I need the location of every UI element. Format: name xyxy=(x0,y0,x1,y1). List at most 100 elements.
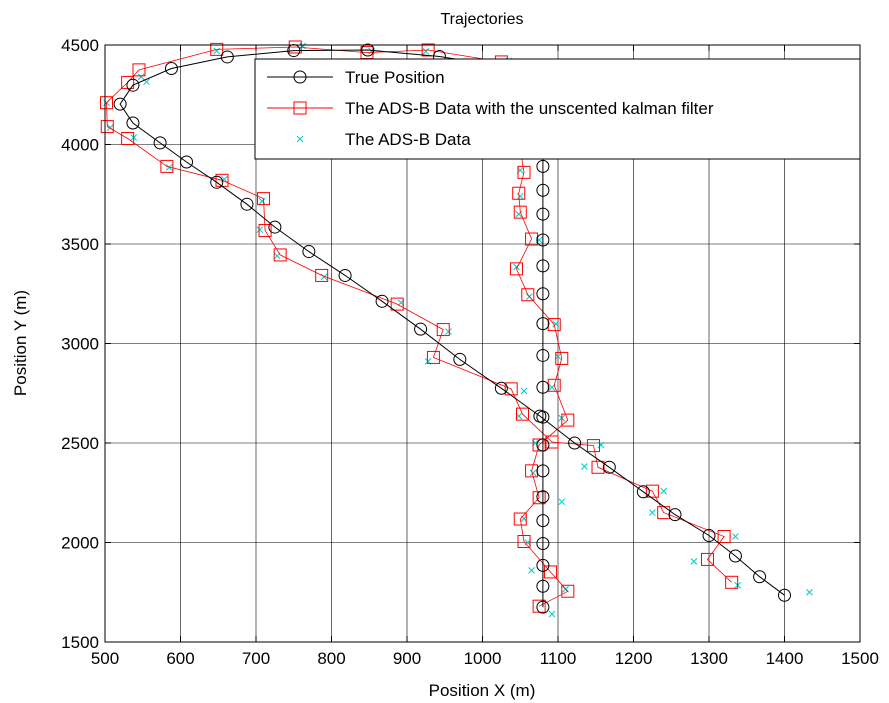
x-stroke xyxy=(548,610,556,618)
data-point xyxy=(509,262,523,276)
x-axis-label: Position X (m) xyxy=(429,681,536,700)
data-point xyxy=(525,232,539,246)
data-point xyxy=(536,317,550,331)
data-point xyxy=(717,530,731,544)
data-point xyxy=(536,579,550,593)
x-stroke xyxy=(558,498,566,506)
y-tick-label: 2500 xyxy=(61,434,99,453)
x-stroke xyxy=(296,135,304,143)
data-point xyxy=(521,288,535,302)
data-point xyxy=(268,220,282,234)
data-point xyxy=(660,487,668,495)
data-point xyxy=(536,207,550,221)
data-point xyxy=(422,48,430,55)
data-point xyxy=(536,410,550,424)
data-point xyxy=(536,464,550,478)
x-tick-label: 1400 xyxy=(766,649,804,668)
data-point xyxy=(516,407,530,421)
data-point xyxy=(210,42,224,56)
x-stroke xyxy=(690,558,698,565)
data-point xyxy=(536,380,550,394)
x-tick-label: 600 xyxy=(166,649,194,668)
data-point xyxy=(426,350,440,364)
x-stroke xyxy=(106,124,114,131)
data-point xyxy=(536,536,550,550)
legend-entry: The ADS-B Data xyxy=(296,130,471,149)
data-point xyxy=(536,159,550,173)
data-point xyxy=(320,273,328,281)
legend: True Position The ADS-B Data with the uns… xyxy=(254,58,861,160)
data-point xyxy=(536,348,550,362)
data-point xyxy=(700,552,714,566)
data-point xyxy=(513,512,527,526)
x-tick-label: 1500 xyxy=(841,649,879,668)
y-tick-label: 1500 xyxy=(61,633,99,652)
data-point xyxy=(361,43,375,57)
x-tick-label: 900 xyxy=(393,649,421,668)
data-point xyxy=(547,318,561,332)
data-point xyxy=(552,320,560,328)
data-point xyxy=(732,533,739,540)
data-point xyxy=(536,287,550,301)
data-point xyxy=(258,223,272,237)
legend-label: The ADS-B Data with the unscented kalman… xyxy=(345,99,714,118)
x-stroke xyxy=(649,509,656,517)
data-point xyxy=(536,558,550,572)
x-stroke xyxy=(806,588,813,596)
data-point xyxy=(517,535,531,549)
data-point xyxy=(602,460,616,474)
data-point xyxy=(536,600,550,614)
x-stroke xyxy=(445,328,452,335)
x-stroke xyxy=(320,273,328,281)
series-line xyxy=(106,46,732,607)
data-point xyxy=(753,570,767,584)
data-point xyxy=(121,132,135,146)
data-point xyxy=(702,529,716,543)
data-point xyxy=(728,549,742,563)
data-point xyxy=(778,588,791,602)
series-1 xyxy=(100,40,739,613)
series-0 xyxy=(113,43,791,614)
legend-box xyxy=(254,58,861,160)
x-stroke xyxy=(424,358,432,365)
data-point xyxy=(536,233,550,247)
data-point xyxy=(421,43,435,57)
x-stroke xyxy=(581,463,588,470)
legend-label: True Position xyxy=(345,68,445,87)
x-tick-label: 700 xyxy=(242,649,270,668)
legend-entry: The ADS-B Data with the unscented kalman… xyxy=(267,99,714,118)
data-point xyxy=(338,268,352,282)
data-point xyxy=(153,136,167,150)
data-point xyxy=(543,565,557,579)
x-stroke xyxy=(256,226,264,234)
x-stroke xyxy=(660,487,668,495)
data-point xyxy=(581,463,588,470)
data-point xyxy=(520,387,528,395)
legend-marker xyxy=(293,101,307,115)
data-point xyxy=(516,192,524,200)
data-point xyxy=(561,413,575,427)
data-point xyxy=(536,514,550,528)
data-point xyxy=(126,78,140,92)
data-point xyxy=(725,575,739,589)
y-tick-label: 4000 xyxy=(61,136,99,155)
data-point xyxy=(555,351,569,365)
y-tick-label: 2000 xyxy=(61,534,99,553)
data-point xyxy=(273,248,287,262)
y-tick-label: 4500 xyxy=(61,36,99,55)
data-point xyxy=(126,116,140,130)
data-point xyxy=(436,323,450,337)
data-point xyxy=(586,439,600,453)
x-stroke xyxy=(732,533,739,540)
data-point xyxy=(515,210,523,218)
data-point xyxy=(137,73,145,81)
x-stroke xyxy=(258,197,266,205)
x-stroke xyxy=(516,192,524,200)
data-point xyxy=(375,294,389,308)
data-point xyxy=(220,50,234,64)
axis-ticks: 500 600 700 800 900 1000 1100 1200 1300 1400 1500 1… xyxy=(61,36,879,668)
data-point xyxy=(558,498,566,506)
y-axis-label: Position Y (m) xyxy=(11,290,30,396)
data-point xyxy=(532,438,546,452)
data-point xyxy=(517,165,531,179)
